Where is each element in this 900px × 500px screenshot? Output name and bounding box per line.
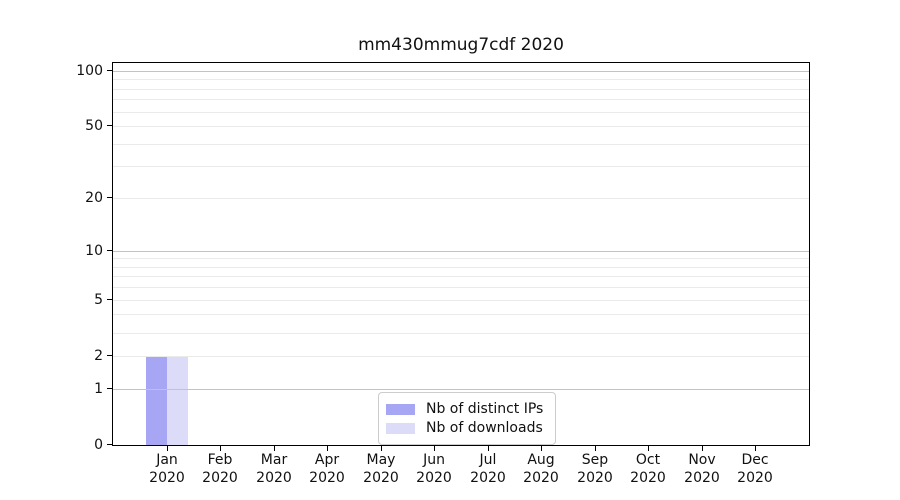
y-tick-label: 50 [85, 118, 103, 134]
x-tick-year: 2020 [523, 469, 559, 486]
x-tick-label: Dec 2020 [719, 452, 791, 487]
x-tick-month: Aug [527, 452, 555, 468]
y-tick [107, 250, 112, 251]
minor-gridline [113, 287, 809, 288]
major-gridline [113, 71, 809, 72]
x-tick-label: Sep 2020 [559, 452, 631, 487]
x-tick-year: 2020 [416, 469, 452, 486]
major-gridline [113, 389, 809, 390]
legend: Nb of distinct IPs Nb of downloads [378, 392, 557, 445]
y-tick [107, 299, 112, 300]
x-tick-label: Apr 2020 [291, 452, 363, 487]
legend-swatch-distinct-ips [386, 403, 415, 415]
plot-area [112, 62, 810, 446]
x-tick-year: 2020 [470, 469, 506, 486]
minor-gridline [113, 112, 809, 113]
x-tick-label: Jun 2020 [398, 452, 470, 487]
minor-gridline [113, 276, 809, 277]
minor-gridline [113, 258, 809, 259]
x-tick-year: 2020 [630, 469, 666, 486]
x-tick-month: Mar [260, 452, 288, 468]
major-gridline [113, 251, 809, 252]
x-tick-label: Jul 2020 [452, 452, 524, 487]
legend-swatch-downloads [386, 422, 415, 434]
minor-gridline [113, 126, 809, 127]
bar-downloads [167, 356, 188, 445]
y-tick [107, 355, 112, 356]
x-tick-label: Oct 2020 [612, 452, 684, 487]
x-tick-label: Aug 2020 [505, 452, 577, 487]
x-tick-month: May [366, 452, 396, 468]
minor-gridline [113, 198, 809, 199]
x-tick-month: Dec [741, 452, 769, 468]
y-tick [107, 125, 112, 126]
minor-gridline [113, 99, 809, 100]
x-tick-label: Feb 2020 [184, 452, 256, 487]
x-tick-month: Apr [314, 452, 340, 468]
x-tick-year: 2020 [737, 469, 773, 486]
x-tick [220, 446, 221, 451]
x-tick-year: 2020 [256, 469, 292, 486]
x-tick [381, 446, 382, 451]
x-tick-month: Oct [635, 452, 661, 468]
y-tick [107, 388, 112, 389]
x-tick [327, 446, 328, 451]
x-tick-month: Jun [423, 452, 445, 468]
x-tick-month: Jan [156, 452, 178, 468]
x-tick-year: 2020 [577, 469, 613, 486]
x-tick-label: May 2020 [345, 452, 417, 487]
x-tick-label: Jan 2020 [131, 452, 203, 487]
x-tick [648, 446, 649, 451]
minor-gridline [113, 267, 809, 268]
legend-label-distinct-ips: Nb of distinct IPs [426, 401, 544, 417]
y-tick [107, 444, 112, 445]
x-tick [434, 446, 435, 451]
y-tick-label: 10 [85, 243, 103, 259]
y-tick-label: 0 [94, 437, 103, 453]
minor-gridline [113, 333, 809, 334]
x-tick-label: Mar 2020 [238, 452, 310, 487]
legend-item-distinct-ips: Nb of distinct IPs [386, 400, 543, 418]
x-tick-year: 2020 [202, 469, 238, 486]
x-tick [755, 446, 756, 451]
y-tick-label: 2 [94, 348, 103, 364]
y-tick [107, 197, 112, 198]
x-tick [541, 446, 542, 451]
minor-gridline [113, 314, 809, 315]
bar-distinct-ips [146, 356, 167, 445]
y-tick-label: 100 [76, 63, 103, 79]
y-tick-label: 5 [94, 292, 103, 308]
x-tick [274, 446, 275, 451]
minor-gridline [113, 89, 809, 90]
x-tick-month: Nov [688, 452, 716, 468]
x-tick-year: 2020 [684, 469, 720, 486]
x-tick-month: Sep [581, 452, 609, 468]
y-tick-label: 1 [94, 381, 103, 397]
chart-title: mm430mmug7cdf 2020 [358, 35, 564, 55]
x-tick-month: Feb [207, 452, 233, 468]
x-tick-year: 2020 [309, 469, 345, 486]
y-tick [107, 70, 112, 71]
x-tick-label: Nov 2020 [666, 452, 738, 487]
x-tick [488, 446, 489, 451]
x-tick [702, 446, 703, 451]
legend-item-downloads: Nb of downloads [386, 419, 543, 437]
minor-gridline [113, 300, 809, 301]
x-tick-year: 2020 [363, 469, 399, 486]
x-tick [167, 446, 168, 451]
minor-gridline [113, 144, 809, 145]
grid-layer [113, 63, 809, 445]
y-tick-label: 20 [85, 190, 103, 206]
minor-gridline [113, 79, 809, 80]
minor-gridline [113, 356, 809, 357]
legend-label-downloads: Nb of downloads [426, 420, 543, 436]
x-tick-month: Jul [479, 452, 497, 468]
bars-layer [113, 63, 809, 445]
minor-gridline [113, 166, 809, 167]
x-tick-year: 2020 [149, 469, 185, 486]
x-tick [595, 446, 596, 451]
